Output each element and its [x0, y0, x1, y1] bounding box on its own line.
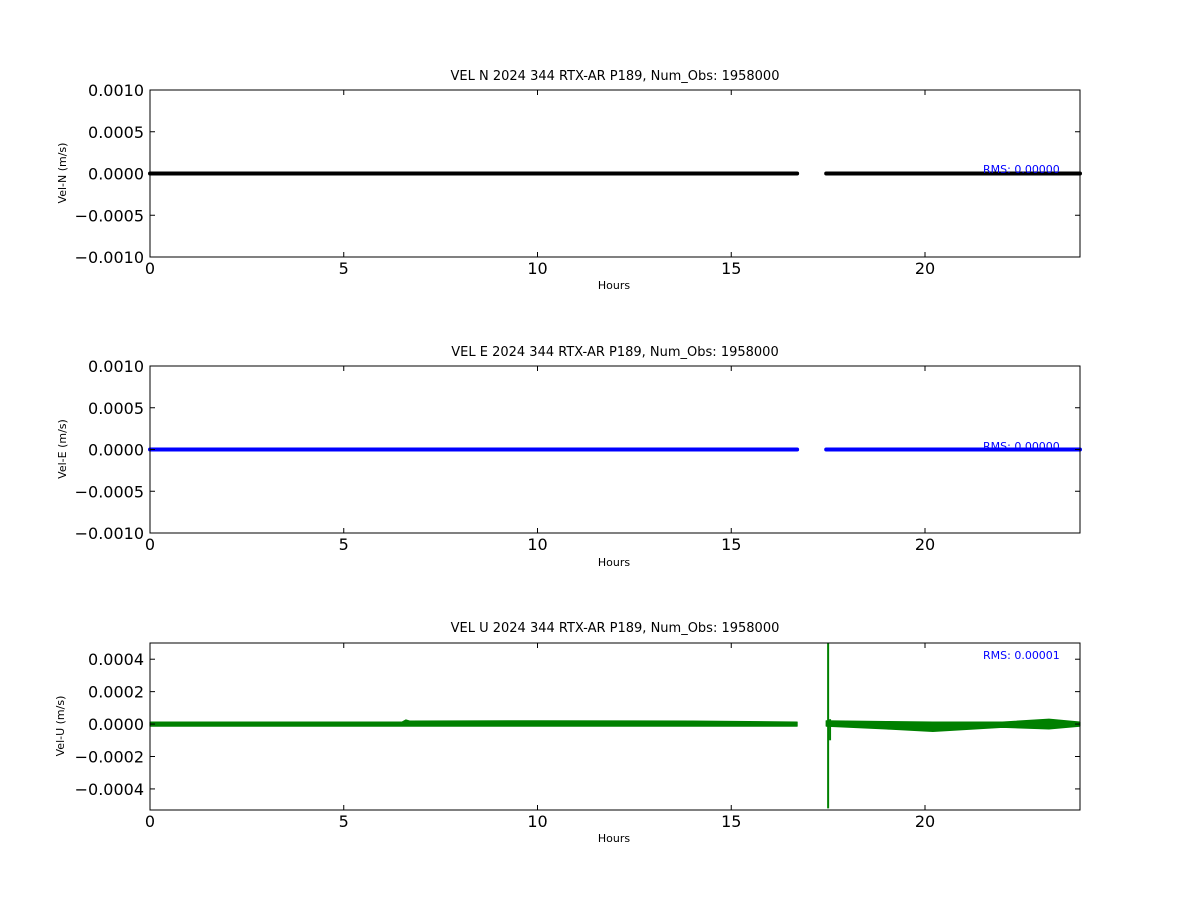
x-tick-label: 5 [339, 535, 349, 554]
x-tick-label: 15 [721, 259, 741, 278]
x-tick-label: 0 [145, 535, 155, 554]
subplot-title: VEL E 2024 344 RTX-AR P189, Num_Obs: 195… [451, 345, 778, 360]
subplot-vel-e: VEL E 2024 344 RTX-AR P189, Num_Obs: 195… [56, 345, 1082, 569]
x-axis-label: Hours [598, 556, 630, 569]
rms-label: RMS: 0.00000 [983, 163, 1060, 176]
y-tick-label: 0.0010 [88, 81, 144, 100]
x-tick-label: 5 [339, 812, 349, 831]
y-tick-label: 0.0000 [88, 441, 144, 460]
subplot-title: VEL U 2024 344 RTX-AR P189, Num_Obs: 195… [451, 621, 780, 636]
series-band [149, 719, 798, 727]
x-tick-label: 10 [527, 259, 547, 278]
y-tick-label: 0.0002 [88, 683, 144, 702]
subplot-vel-u: VEL U 2024 344 RTX-AR P189, Num_Obs: 195… [54, 621, 1081, 845]
x-axis-label: Hours [598, 279, 630, 292]
subplot-title: VEL N 2024 344 RTX-AR P189, Num_Obs: 195… [451, 69, 780, 84]
x-tick-label: 15 [721, 812, 741, 831]
y-tick-label: −0.0002 [75, 747, 144, 766]
x-tick-label: 15 [721, 535, 741, 554]
y-tick-label: 0.0000 [88, 715, 144, 734]
y-tick-label: −0.0005 [75, 482, 144, 501]
rms-label: RMS: 0.00000 [983, 440, 1060, 453]
x-tick-label: 20 [915, 535, 935, 554]
y-tick-label: −0.0004 [75, 780, 144, 799]
x-tick-label: 20 [915, 259, 935, 278]
x-axis-label: Hours [598, 832, 630, 845]
subplot-vel-n: VEL N 2024 344 RTX-AR P189, Num_Obs: 195… [56, 69, 1082, 292]
y-tick-label: 0.0005 [88, 123, 144, 142]
rms-label: RMS: 0.00001 [983, 649, 1060, 662]
y-tick-label: 0.0004 [88, 650, 144, 669]
x-tick-label: 20 [915, 812, 935, 831]
x-tick-label: 5 [339, 259, 349, 278]
x-tick-label: 10 [527, 812, 547, 831]
y-axis-label: Vel-U (m/s) [54, 696, 67, 757]
plot-frame [149, 642, 1081, 811]
x-tick-label: 0 [145, 812, 155, 831]
y-tick-label: 0.0010 [88, 357, 144, 376]
y-axis-label: Vel-N (m/s) [56, 143, 69, 204]
y-axis-label: Vel-E (m/s) [56, 419, 69, 479]
y-tick-label: 0.0005 [88, 399, 144, 418]
y-tick-label: 0.0000 [88, 165, 144, 184]
y-tick-label: −0.0010 [75, 524, 144, 543]
x-tick-label: 10 [527, 535, 547, 554]
x-tick-label: 0 [145, 259, 155, 278]
y-tick-label: −0.0005 [75, 206, 144, 225]
y-tick-label: −0.0010 [75, 248, 144, 267]
